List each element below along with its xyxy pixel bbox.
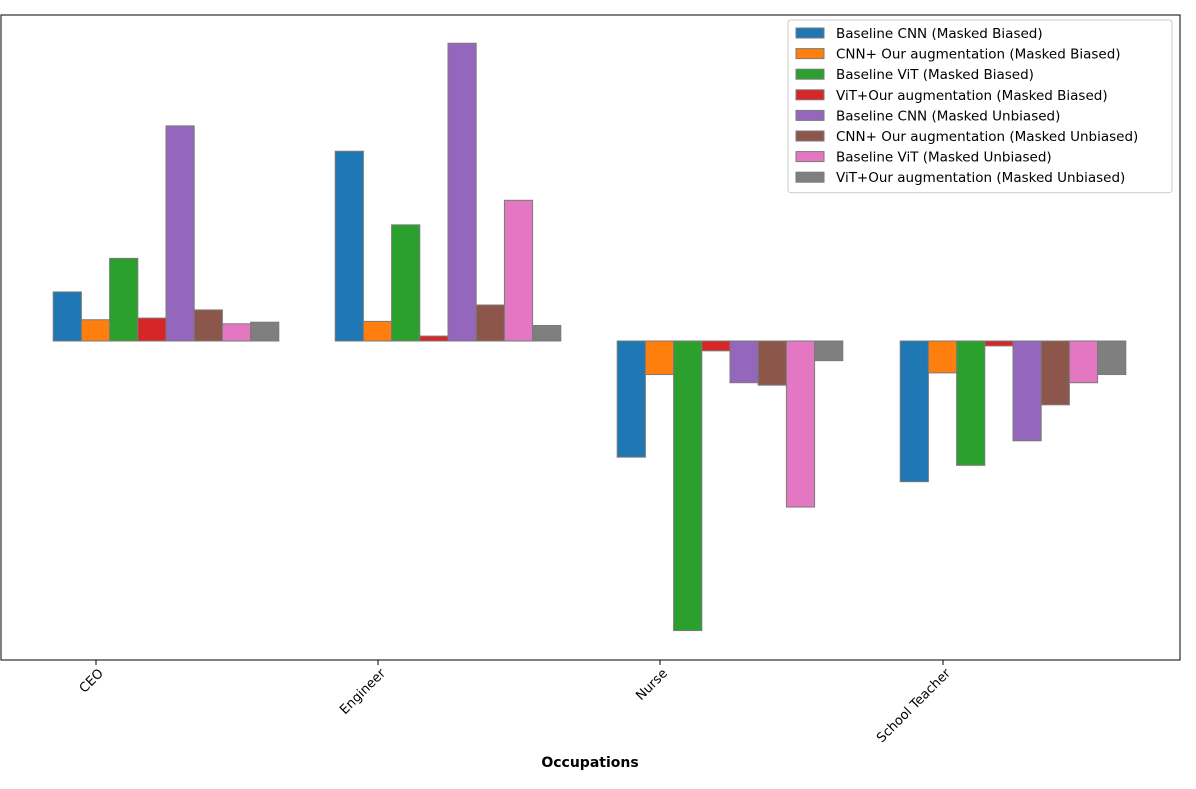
bar (701, 340, 731, 352)
bar (1012, 340, 1042, 442)
bar (503, 199, 534, 342)
legend-label: Baseline ViT (Masked Unbiased) (836, 150, 1052, 166)
legend-swatch (795, 171, 825, 183)
legend-swatch (795, 27, 825, 39)
bar (927, 340, 958, 374)
bar (729, 340, 759, 384)
bar (814, 340, 844, 362)
bar (109, 257, 139, 342)
legend-label: Baseline CNN (Masked Unbiased) (836, 108, 1060, 124)
bar (250, 321, 280, 342)
legend-swatch (795, 89, 825, 101)
bar (137, 317, 167, 342)
bar (956, 340, 986, 466)
x-axis-label: Occupations (541, 755, 638, 771)
x-tick-label: School Teacher (874, 666, 954, 746)
legend-label: ViT+Our augmentation (Masked Unbiased) (836, 170, 1125, 186)
legend-box (787, 19, 1173, 194)
bar (80, 319, 111, 342)
legend: Baseline CNN (Masked Biased) CNN+ Our aug… (787, 19, 1173, 194)
bar (52, 291, 82, 342)
bar (1097, 340, 1127, 376)
bar (984, 340, 1014, 347)
legend-label: Baseline CNN (Masked Biased) (836, 26, 1043, 42)
bar (1068, 340, 1099, 384)
bar (419, 335, 449, 342)
legend-swatch (795, 48, 825, 60)
legend-label: CNN+ Our augmentation (Masked Biased) (836, 47, 1121, 63)
legend-swatch (795, 68, 825, 80)
legend-swatch (795, 151, 825, 163)
x-tick-label: CEO (77, 666, 107, 696)
bar (391, 224, 421, 342)
bar (673, 340, 703, 632)
x-tick-label: Engineer (337, 666, 389, 718)
bar (447, 42, 477, 342)
x-tick-label: Nurse (633, 666, 671, 704)
plot-frame (0, 14, 1181, 661)
legend-swatch (795, 109, 825, 121)
bar (616, 340, 646, 458)
legend-label: ViT+Our augmentation (Masked Biased) (836, 88, 1108, 104)
bar (532, 324, 562, 342)
bars-group (52, 42, 1127, 632)
bar (644, 340, 675, 376)
bar (221, 323, 252, 342)
legend-swatch (795, 130, 825, 142)
bar (165, 125, 195, 342)
legend-label: Baseline ViT (Masked Biased) (836, 67, 1034, 83)
bar (899, 340, 929, 483)
bar (334, 150, 364, 342)
bar (757, 340, 787, 386)
bar (785, 340, 816, 508)
bar (193, 309, 223, 342)
bar (475, 304, 505, 342)
legend-label: CNN+ Our augmentation (Masked Unbiased) (836, 129, 1138, 145)
bar (1040, 340, 1070, 406)
x-ticks: CEO Engineer Nurse School Teacher (77, 660, 954, 746)
bar (362, 320, 393, 342)
